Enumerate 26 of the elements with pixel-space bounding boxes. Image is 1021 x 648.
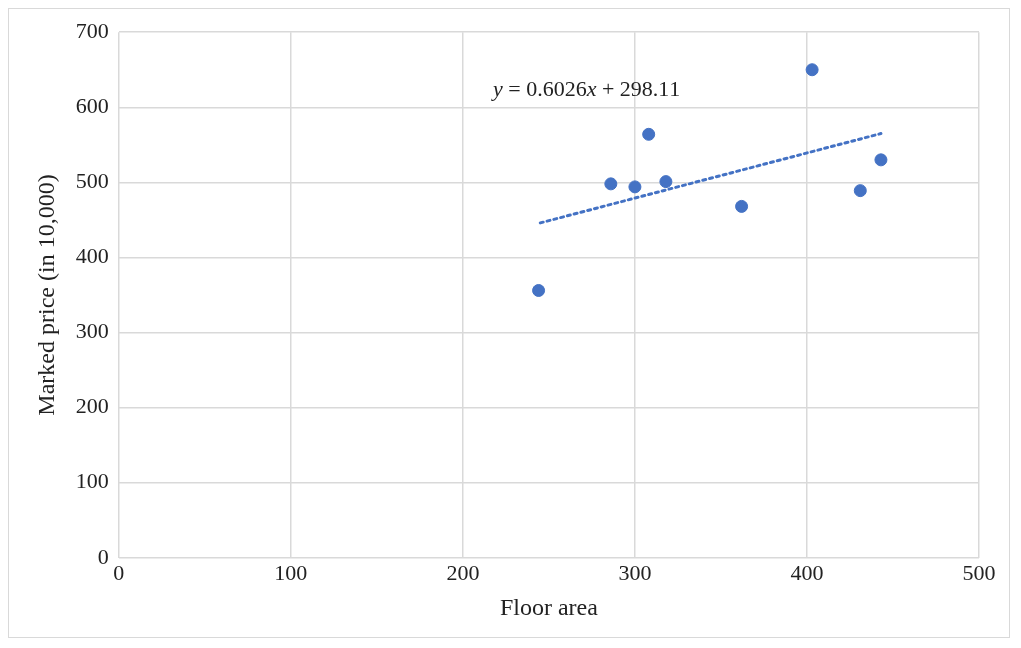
point [805, 63, 819, 77]
y-tick-label: 0 [97, 543, 109, 569]
y-tick-label: 100 [75, 468, 109, 494]
x-tick-label: 300 [618, 559, 652, 585]
x-tick-label: 100 [274, 559, 308, 585]
x-axis-title: Floor area [499, 593, 599, 620]
x-tick-label: 200 [446, 559, 480, 585]
point [532, 284, 546, 297]
x-tick-label: 500 [962, 559, 996, 585]
y-tick-label: 400 [75, 243, 109, 269]
point [642, 127, 656, 141]
point [853, 184, 867, 198]
y-axis-title: Marked price (in 10,000) [32, 174, 59, 416]
y-tick-label: 600 [75, 93, 109, 119]
point [659, 175, 673, 189]
x-tick-label: 0 [113, 559, 125, 585]
point [735, 199, 749, 213]
point [628, 180, 642, 194]
x-tick-label: 400 [790, 559, 824, 585]
y-tick-label: 200 [75, 393, 109, 419]
text: y = 0.6026x + 298.11 [492, 75, 681, 101]
y-tick-label: 300 [75, 318, 109, 344]
point [874, 153, 888, 167]
y-tick-label: 700 [75, 17, 109, 43]
point [604, 177, 618, 191]
y-tick-label: 500 [75, 168, 109, 194]
